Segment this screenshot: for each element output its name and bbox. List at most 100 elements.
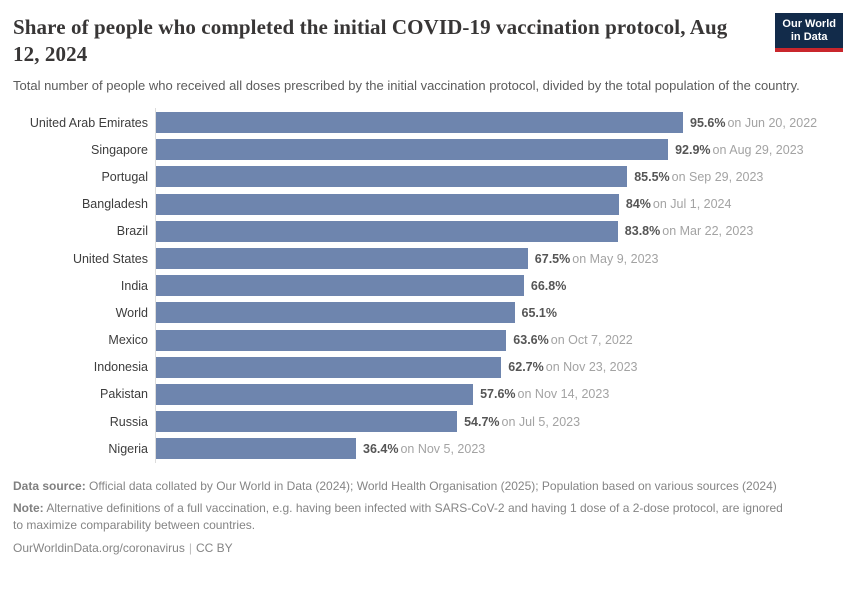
value-label-group: 95.6% on Jun 20, 2022 [683,116,817,130]
bar[interactable] [155,356,502,378]
bar[interactable] [155,248,528,270]
table-row: Nigeria 36.4% on Nov 5, 2023 [13,435,837,462]
date-label: on Nov 14, 2023 [517,387,610,402]
table-row: Singapore 92.9% on Aug 29, 2023 [13,136,837,163]
bar-cell: 36.4% on Nov 5, 2023 [155,435,837,462]
value-label: 36.4% [363,441,399,456]
license-label: CC BY [195,541,233,556]
country-label: Singapore [91,142,148,157]
value-label: 67.5% [534,251,571,266]
value-label-group: 62.7% on Nov 23, 2023 [501,360,637,374]
country-label: Nigeria [108,441,148,456]
country-label: Mexico [108,333,148,348]
date-label: on Oct 7, 2022 [550,333,633,348]
bar[interactable] [155,383,474,405]
country-label: Portugal [101,169,148,184]
bar[interactable] [155,166,628,188]
data-source-label: Data source: [13,479,86,494]
bar-cell: 83.8% on Mar 22, 2023 [155,218,837,245]
bar-rows: United Arab Emirates 95.6% on Jun 20, 2022… [13,109,837,462]
data-source-text: Data source: Official data collated by O… [13,479,777,494]
bar-cell: 84% on Jul 1, 2024 [155,191,837,218]
bar[interactable] [155,112,683,134]
note-text: Note: Alternative definitions of a full … [13,501,783,533]
value-label-group: 66.8% [524,279,566,293]
table-row: Brazil 83.8% on Mar 22, 2023 [13,218,837,245]
value-label-group: 83.8% on Mar 22, 2023 [618,224,754,238]
value-label-group: 92.9% on Aug 29, 2023 [668,143,804,157]
bar-cell: 65.1% [155,299,837,326]
value-label: 63.6% [513,333,549,348]
bar[interactable] [155,193,619,215]
bar-cell: 95.6% on Jun 20, 2022 [155,109,837,136]
table-row: Bangladesh 84% on Jul 1, 2024 [13,191,837,218]
date-label: on Sep 29, 2023 [671,169,764,184]
date-label: on Jul 1, 2024 [652,197,732,212]
bar-cell: 62.7% on Nov 23, 2023 [155,354,837,381]
table-row: Indonesia 62.7% on Nov 23, 2023 [13,354,837,381]
table-row: World 65.1% [13,299,837,326]
footer-link-line: OurWorldinData.org/coronavirus | CC BY [13,540,837,557]
value-label: 54.7% [464,414,500,429]
country-label: Indonesia [93,360,148,375]
country-label: India [120,278,148,293]
country-label: Pakistan [100,387,148,402]
country-label: World [115,305,148,320]
value-label: 65.1% [521,305,557,320]
value-label: 57.6% [480,387,516,402]
country-label: Russia [109,414,148,429]
bar-cell: 57.6% on Nov 14, 2023 [155,381,837,408]
bar-cell: 85.5% on Sep 29, 2023 [155,163,837,190]
value-label-group: 63.6% on Oct 7, 2022 [506,333,632,347]
value-label-group: 67.5% on May 9, 2023 [528,252,659,266]
page-subtitle: Total number of people who received all … [13,78,800,93]
bar-cell: 92.9% on Aug 29, 2023 [155,136,837,163]
value-label: 85.5% [634,169,670,184]
value-label-group: 57.6% on Nov 14, 2023 [473,387,609,401]
owid-logo-line1: Our World [782,18,836,30]
chart-header: Share of people who completed the initia… [0,0,850,95]
value-label-group: 65.1% [515,306,557,320]
value-label: 66.8% [530,278,567,293]
bar[interactable] [155,302,515,324]
date-label: on Nov 23, 2023 [545,360,638,375]
value-label: 83.8% [624,224,661,239]
source-link[interactable]: OurWorldinData.org/coronavirus [13,541,185,556]
bar[interactable] [155,139,669,161]
bar-cell: 67.5% on May 9, 2023 [155,245,837,272]
date-label: on Jun 20, 2022 [727,115,818,130]
bar[interactable] [155,275,524,297]
y-axis-line [155,108,156,464]
country-label: Bangladesh [81,197,148,212]
owid-logo-line2: in Data [790,31,828,43]
table-row: Pakistan 57.6% on Nov 14, 2023 [13,381,837,408]
table-row: India 66.8% [13,272,837,299]
bar[interactable] [155,329,507,351]
separator: | [188,541,192,556]
date-label: on May 9, 2023 [572,251,659,266]
bar[interactable] [155,411,458,433]
value-label-group: 36.4% on Nov 5, 2023 [356,442,485,456]
value-label: 62.7% [508,360,544,375]
country-label: Brazil [116,224,148,239]
value-label: 84% [625,197,651,212]
country-label: United States [72,251,148,266]
chart-footer: Data source: Official data collated by O… [13,478,837,557]
date-label: on Mar 22, 2023 [662,224,754,239]
bar[interactable] [155,220,618,242]
owid-logo[interactable]: Our World in Data [775,13,843,52]
note-label: Note: [13,501,44,516]
bar[interactable] [155,438,356,460]
bar-cell: 54.7% on Jul 5, 2023 [155,408,837,435]
value-label-group: 85.5% on Sep 29, 2023 [627,170,763,184]
date-label: on Jul 5, 2023 [501,414,581,429]
table-row: United States 67.5% on May 9, 2023 [13,245,837,272]
table-row: Russia 54.7% on Jul 5, 2023 [13,408,837,435]
table-row: Portugal 85.5% on Sep 29, 2023 [13,163,837,190]
bar-cell: 66.8% [155,272,837,299]
table-row: Mexico 63.6% on Oct 7, 2022 [13,327,837,354]
value-label: 95.6% [690,115,726,130]
value-label-group: 84% on Jul 1, 2024 [619,197,732,211]
country-label: United Arab Emirates [29,115,148,130]
bar-chart: United Arab Emirates 95.6% on Jun 20, 2022… [13,108,837,464]
